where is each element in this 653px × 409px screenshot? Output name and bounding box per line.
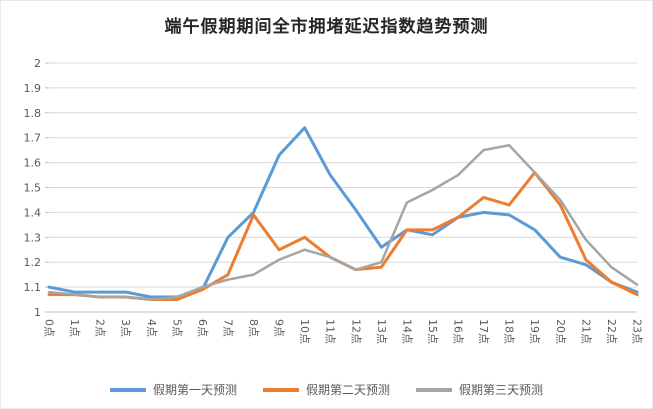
legend-item-2: 假期第三天预测 — [416, 381, 543, 398]
y-tick-label: 1.2 — [24, 256, 42, 269]
series-lines — [47, 126, 639, 302]
x-tick-label: 21点 — [579, 319, 592, 344]
series-line-2 — [47, 143, 639, 301]
y-tick-label: 1.8 — [24, 107, 42, 120]
x-tick-label: 4点 — [145, 319, 158, 337]
x-tick-label: 9点 — [273, 319, 286, 337]
x-tick-label: 23点 — [631, 319, 644, 344]
y-tick-label: 1.3 — [24, 231, 42, 244]
y-tick-label: 1.1 — [24, 281, 42, 294]
x-tick-label: 7点 — [221, 319, 234, 337]
legend-label: 假期第三天预测 — [459, 383, 544, 397]
legend-label: 假期第二天预测 — [305, 383, 390, 397]
x-tick-label: 2点 — [94, 319, 107, 337]
x-tick-label: 16点 — [452, 319, 465, 344]
x-tick-label: 3点 — [119, 319, 132, 337]
x-tick-label: 20点 — [554, 319, 567, 344]
x-tick-label: 6点 — [196, 319, 209, 337]
x-tick-label: 11点 — [324, 319, 337, 344]
legend-line-sample — [262, 387, 299, 392]
legend-line-sample — [109, 387, 146, 392]
x-tick-label: 12点 — [349, 319, 362, 344]
x-tick-label: 0点 — [43, 319, 56, 337]
chart-title: 端午假期期间全市拥堵延迟指数趋势预测 — [164, 17, 489, 37]
x-tick-label: 1点 — [68, 319, 81, 337]
x-tick-label: 17点 — [477, 319, 490, 344]
y-tick-label: 1.7 — [24, 132, 42, 145]
y-tick-label: 1.5 — [24, 182, 42, 195]
y-tick-label: 1 — [34, 306, 41, 319]
x-tick-label: 5点 — [170, 319, 183, 337]
y-tick-label: 1.9 — [24, 82, 42, 95]
y-tick-label: 1.4 — [24, 206, 42, 219]
series-line-0 — [47, 126, 639, 299]
x-tick-label: 10点 — [298, 319, 311, 344]
x-tick-label: 14点 — [400, 319, 413, 344]
x-tick-label: 18点 — [503, 319, 516, 344]
legend-line-sample — [416, 387, 452, 392]
legend: 假期第一天预测 假期第二天预测 假期第三天预测 — [1, 381, 652, 398]
legend-item-0: 假期第一天预测 — [109, 381, 237, 398]
y-axis-labels: 1 1.1 1.2 1.3 1.4 1.5 1.6 1.7 1.8 1.9 2 — [24, 57, 42, 319]
x-tick-label: 8点 — [247, 319, 260, 337]
legend-label: 假期第一天预测 — [152, 383, 237, 397]
legend-item-1: 假期第二天预测 — [262, 381, 390, 398]
x-tick-label: 15点 — [426, 319, 439, 344]
x-tick-label: 13点 — [375, 319, 388, 344]
y-tick-label: 2 — [34, 57, 41, 70]
x-tick-label: 22点 — [605, 319, 618, 344]
y-tick-label: 1.6 — [24, 157, 42, 170]
x-tick-label: 19点 — [528, 319, 541, 344]
x-axis-labels: 0点 1点 2点 3点 4点 5点 6点 7点 8点 9点 10点 11点 12点 13点 14点 15点 16… — [43, 319, 644, 344]
